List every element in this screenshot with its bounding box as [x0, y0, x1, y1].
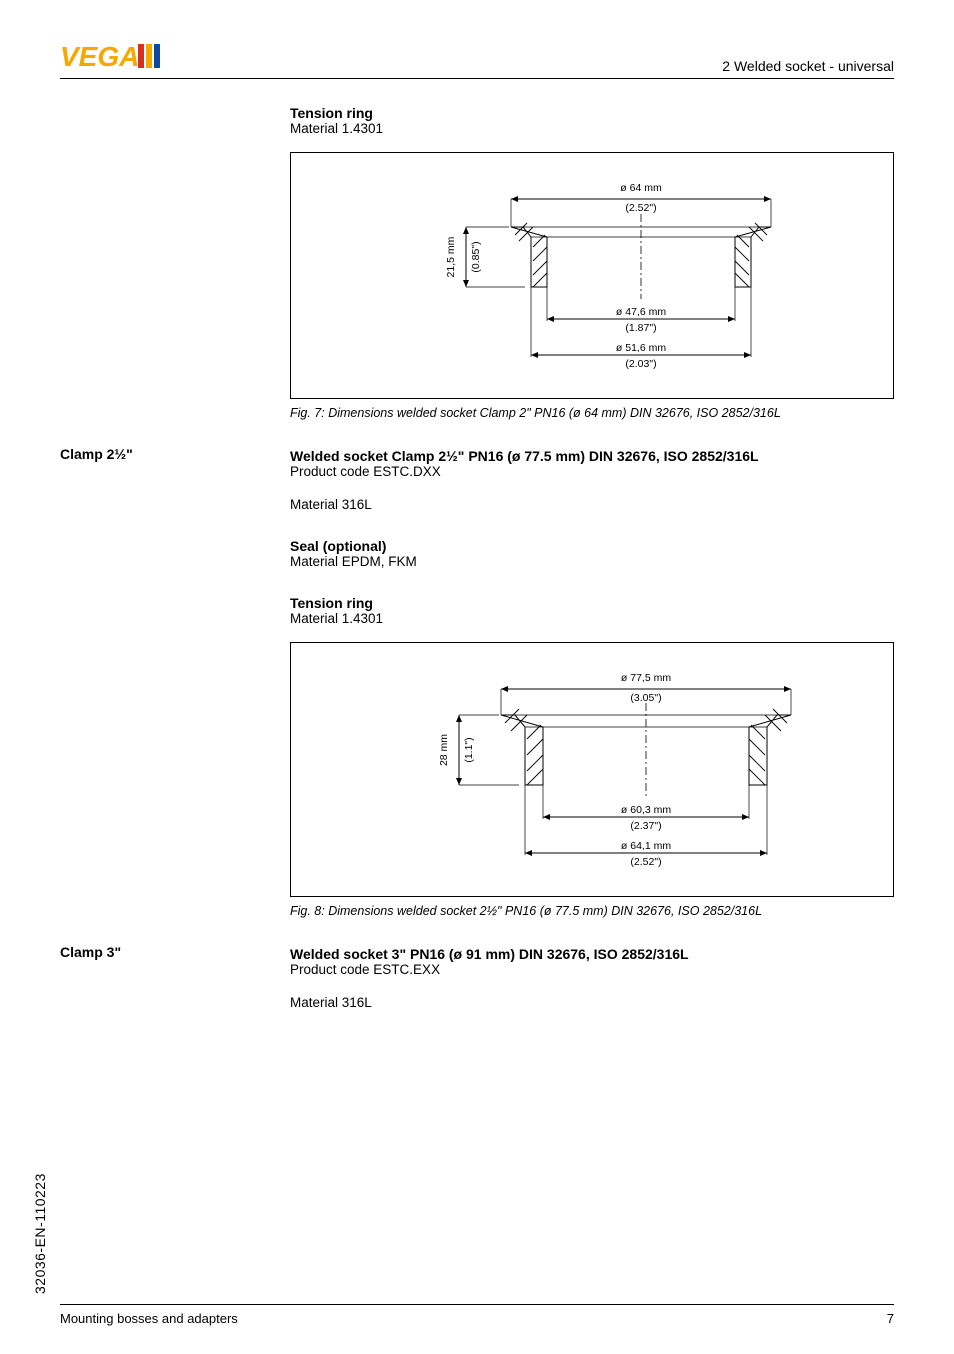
- fig8-d2-in: (2.52"): [630, 856, 661, 868]
- fig8-d1-mm: ø 60,3 mm: [621, 804, 671, 816]
- document-code: 32036-EN-110223: [32, 1173, 48, 1294]
- clamp25-tension-mat: Material 1.4301: [290, 611, 894, 626]
- fig8-d1-in: (2.37"): [630, 820, 661, 832]
- clamp25-material: Material 316L: [290, 497, 894, 512]
- tension-ring-material: Material 1.4301: [290, 121, 894, 136]
- fig7-h-in: (0.85"): [470, 241, 482, 272]
- side-heading-clamp3: Clamp 3": [60, 944, 290, 1014]
- logo-text: VEGA: [60, 41, 139, 72]
- tension-ring-heading: Tension ring: [290, 105, 894, 121]
- page-header: VEGA 2 Welded socket - universal: [60, 40, 894, 79]
- clamp3-product: Product code ESTC.EXX: [290, 962, 894, 977]
- fig8-h-mm: 28 mm: [438, 734, 450, 766]
- clamp3-material: Material 316L: [290, 995, 894, 1010]
- fig7-d1-mm: ø 47,6 mm: [616, 306, 666, 318]
- figure-8: ø 77,5 mm (3.05") 28 mm (1.1"): [290, 642, 894, 897]
- clamp25-product: Product code ESTC.DXX: [290, 464, 894, 479]
- fig7-h-mm: 21,5 mm: [445, 236, 457, 277]
- side-heading-clamp25: Clamp 2½": [60, 446, 290, 630]
- clamp3-title: Welded socket 3" PN16 (ø 91 mm) DIN 3267…: [290, 946, 894, 962]
- clamp25-seal-mat: Material EPDM, FKM: [290, 554, 894, 569]
- section-title: 2 Welded socket - universal: [722, 58, 894, 74]
- fig7-outer-mm: ø 64 mm: [620, 182, 662, 194]
- clamp25-tension-title: Tension ring: [290, 595, 894, 611]
- figure-7-caption: Fig. 7: Dimensions welded socket Clamp 2…: [290, 405, 894, 422]
- fig8-outer-in: (3.05"): [630, 692, 661, 704]
- brand-logo: VEGA: [60, 40, 160, 74]
- fig7-outer-in: (2.52"): [625, 202, 656, 214]
- fig8-d2-mm: ø 64,1 mm: [621, 840, 671, 852]
- fig7-d1-in: (1.87"): [625, 322, 656, 334]
- fig8-h-in: (1.1"): [463, 737, 475, 762]
- figure-8-caption: Fig. 8: Dimensions welded socket 2½" PN1…: [290, 903, 894, 920]
- page-number: 7: [887, 1311, 894, 1326]
- fig8-outer-mm: ø 77,5 mm: [621, 672, 671, 684]
- footer-title: Mounting bosses and adapters: [60, 1311, 238, 1326]
- page-footer: Mounting bosses and adapters 7: [60, 1304, 894, 1326]
- fig7-d2-mm: ø 51,6 mm: [616, 342, 666, 354]
- figure-7: ø 64 mm (2.52") 21,5 mm (0.85"): [290, 152, 894, 399]
- clamp25-title: Welded socket Clamp 2½" PN16 (ø 77.5 mm)…: [290, 448, 894, 464]
- fig7-d2-in: (2.03"): [625, 358, 656, 370]
- clamp25-seal-title: Seal (optional): [290, 538, 894, 554]
